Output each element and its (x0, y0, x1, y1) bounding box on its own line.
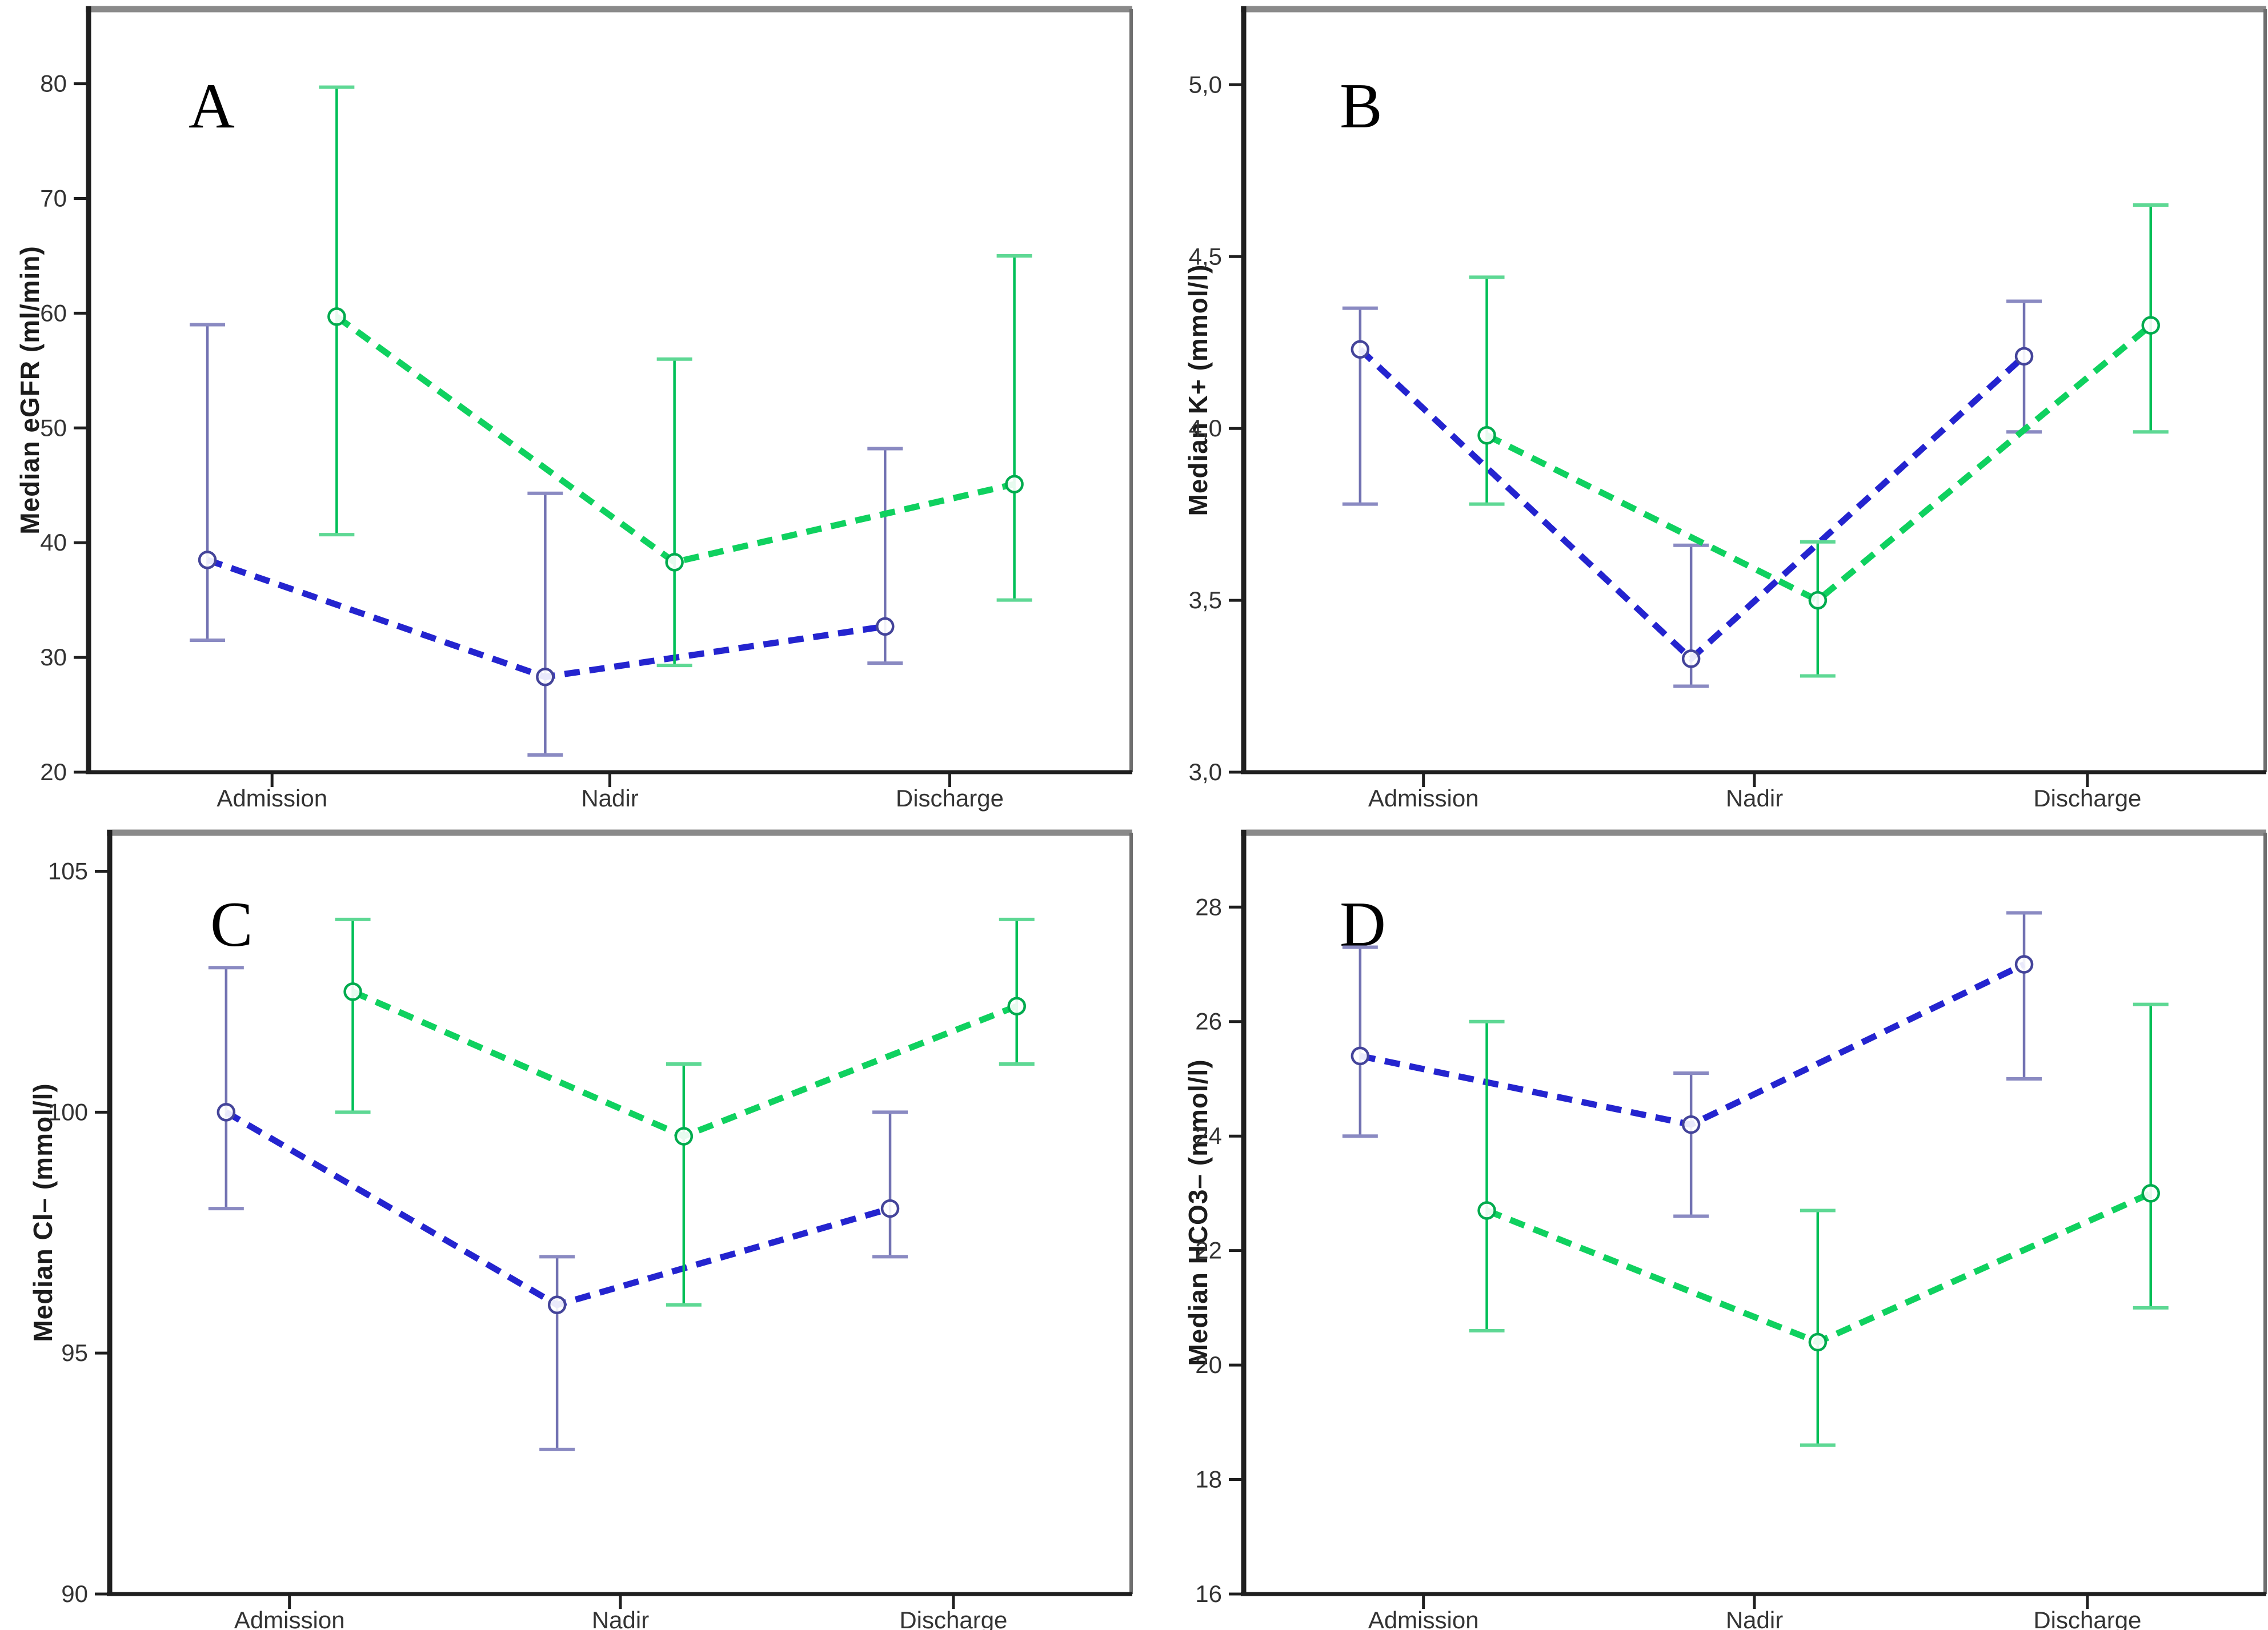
y-tick-label: 18 (1195, 1466, 1222, 1493)
error-bar (527, 491, 563, 757)
x-tick-label: Admission (1368, 1607, 1479, 1630)
data-point-marker (2014, 955, 2034, 974)
error-bar (656, 357, 692, 668)
error-bar (2133, 1002, 2169, 1310)
data-point-marker (876, 617, 895, 636)
y-tick-label: 30 (40, 644, 67, 671)
data-point-marker (2141, 1184, 2160, 1203)
y-tick-label: 5,0 (1189, 71, 1222, 98)
data-point-marker (536, 668, 555, 686)
error-bar (1469, 275, 1505, 506)
error-bar (996, 254, 1032, 602)
error-bar (1342, 945, 1378, 1138)
panel-letter: A (189, 71, 235, 142)
data-point-marker (1351, 1046, 1370, 1066)
y-tick-label: 20 (40, 758, 67, 785)
y-tick-label: 16 (1195, 1580, 1222, 1607)
data-point-marker (1808, 1332, 1828, 1352)
x-tick-label: Nadir (592, 1607, 649, 1630)
y-tick-label: 22 (1195, 1237, 1222, 1264)
x-tick-label: Nadir (581, 785, 638, 812)
data-point-marker (880, 1199, 900, 1218)
panel-letter: B (1340, 71, 1383, 142)
y-tick-label: 26 (1195, 1008, 1222, 1035)
error-bar (1673, 1071, 1709, 1218)
series-dashed-line (1485, 323, 2153, 604)
chart-panel-c: Median Cl– (mmol/l) C 90 95 100 105 Admissio… (0, 825, 1134, 1630)
data-point-marker (1477, 1201, 1496, 1220)
error-bar (539, 1255, 575, 1451)
y-tick-label: 4,5 (1189, 243, 1222, 270)
chart-panel-d: Median HCO3– (mmol/l) D 16 18 20 22 24 26 28 Ad… (1134, 825, 2268, 1630)
plot-area: 3,0 3,5 4,0 4,5 5,0 Admission Nadir Discharge (1189, 6, 2267, 812)
y-tick-label: 3,5 (1189, 587, 1222, 613)
data-point-marker (1007, 997, 1026, 1015)
x-tick-label: Discharge (896, 785, 1004, 812)
y-tick-label: 95 (61, 1339, 88, 1366)
error-bar (335, 917, 371, 1114)
y-tick-label: 3,0 (1189, 758, 1222, 785)
series-dashed-line (335, 314, 1015, 566)
plot-area: 16 18 20 22 24 26 28 Admission Nadir Discharge (1195, 829, 2267, 1630)
x-tick-label: Nadir (1726, 785, 1783, 812)
chart-panel-a: Median eGFR (ml/min) A 20 30 40 50 60 70 80 Adm… (0, 0, 1134, 825)
error-bar (1469, 1019, 1505, 1332)
data-point-marker (665, 553, 684, 572)
y-tick-label: 70 (40, 184, 67, 211)
error-bar (190, 323, 226, 642)
data-point-marker (327, 307, 346, 326)
data-point-marker (547, 1295, 567, 1315)
plot-area: 20 30 40 50 60 70 80 Admission Nadir Discharge (40, 6, 1133, 812)
data-point-marker (217, 1103, 236, 1122)
y-tick-label: 90 (61, 1580, 88, 1607)
x-tick-label: Discharge (2033, 785, 2141, 812)
y-tick-label: 50 (40, 414, 67, 441)
y-tick-label: 60 (40, 299, 67, 326)
panel-letter: C (210, 889, 253, 960)
y-tick-label: 24 (1195, 1122, 1222, 1149)
y-tick-label: 28 (1195, 893, 1222, 920)
x-tick-label: Discharge (2033, 1607, 2141, 1630)
data-point-marker (2014, 347, 2034, 366)
data-point-marker (198, 551, 217, 569)
data-point-marker (1005, 475, 1024, 493)
x-tick-label: Admission (234, 1607, 345, 1630)
data-point-marker (1808, 591, 1828, 610)
plot-area: 90 95 100 105 Admission Nadir Discharge (48, 829, 1133, 1630)
error-bar (208, 966, 244, 1211)
data-point-marker (2141, 316, 2160, 335)
y-tick-label: 4,0 (1189, 415, 1222, 441)
error-bar (1342, 306, 1378, 506)
data-point-marker (1477, 425, 1496, 445)
y-tick-label: 100 (48, 1098, 88, 1125)
x-tick-label: Discharge (899, 1607, 1007, 1630)
y-tick-label: 20 (1195, 1351, 1222, 1378)
x-tick-label: Nadir (1726, 1607, 1783, 1630)
error-bar (1800, 1209, 1836, 1447)
data-point-marker (674, 1127, 694, 1146)
error-bar (2006, 911, 2042, 1081)
data-point-marker (343, 982, 362, 1001)
y-tick-label: 105 (48, 857, 88, 884)
error-bar (666, 1062, 702, 1307)
y-tick-label: 80 (40, 70, 67, 97)
y-tick-label: 40 (40, 529, 67, 556)
x-tick-label: Admission (1368, 785, 1479, 812)
data-point-marker (1351, 340, 1370, 359)
data-point-marker (1681, 649, 1701, 668)
error-bar (872, 1110, 908, 1259)
data-point-marker (1681, 1115, 1701, 1134)
error-bar (999, 917, 1035, 1066)
chart-panel-b: Median K+ (mmol/l) B 3,0 3,5 4,0 4,5 5,0 Admi… (1134, 0, 2268, 825)
x-tick-label: Admission (217, 785, 327, 812)
